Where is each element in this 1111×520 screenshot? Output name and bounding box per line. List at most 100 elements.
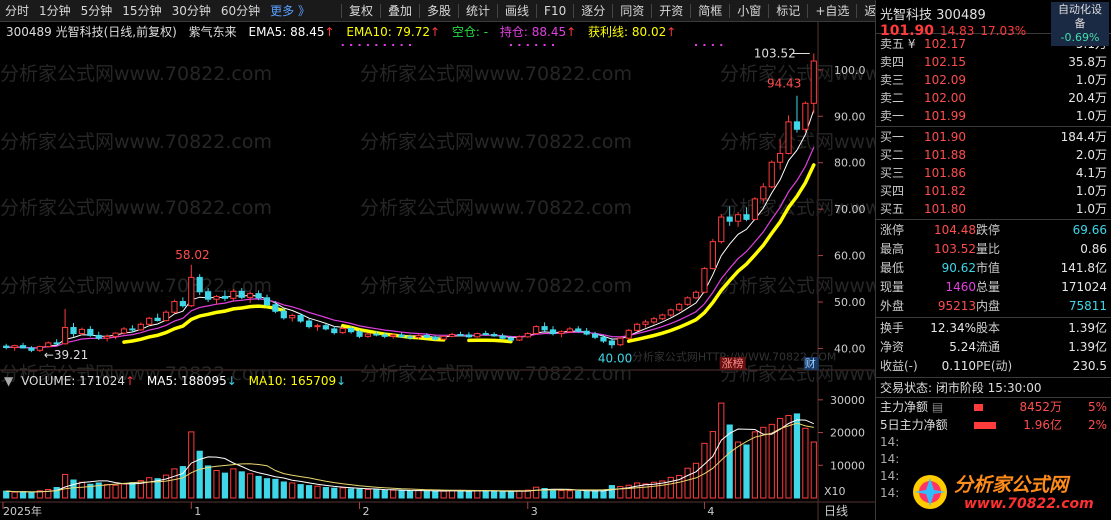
watermark: 分析家公式网www.70822.com bbox=[0, 131, 272, 153]
volume-bar bbox=[575, 490, 582, 499]
tool-button-4[interactable]: 画线 bbox=[505, 3, 530, 18]
flow-bar bbox=[972, 398, 1002, 416]
volume-bar bbox=[297, 484, 304, 499]
tool-button-12[interactable]: +自选 bbox=[815, 3, 850, 18]
period-button-4[interactable]: 30分钟 bbox=[171, 3, 211, 18]
stats2-cell: PE(动) bbox=[976, 359, 1013, 373]
candle-body bbox=[297, 314, 304, 322]
bid-row-3[interactable]: 买三 101.86 4.1万 bbox=[876, 164, 1111, 182]
stats1-cell: 171024 bbox=[1061, 280, 1107, 294]
ask-row-3[interactable]: 卖三 102.09 1.0万 bbox=[876, 71, 1111, 89]
tick-list[interactable]: 14: 14: 14: 14: bbox=[876, 434, 1111, 502]
period-button-1[interactable]: 1分钟 bbox=[39, 3, 71, 18]
tool-button-5[interactable]: F10 bbox=[544, 3, 567, 18]
bid-row-1[interactable]: 买一 101.90 184.4万 bbox=[876, 128, 1111, 146]
candle-body bbox=[482, 333, 489, 336]
tool-button-11[interactable]: 标记 bbox=[776, 3, 801, 18]
candle-body bbox=[322, 325, 329, 330]
volume-bar bbox=[289, 482, 296, 499]
stats2-cell: 230.5 bbox=[1072, 359, 1107, 373]
tool-button-2[interactable]: 多股 bbox=[427, 3, 452, 18]
ask-row-4[interactable]: 卖二 102.00 20.4万 bbox=[876, 89, 1111, 107]
volume-info-line: ▼ VOLUME: 171024↑ MA5: 188095↓ MA10: 165… bbox=[4, 374, 347, 388]
ema10-label: EMA10: 79.72 bbox=[346, 25, 430, 39]
candle-body bbox=[263, 297, 271, 306]
tool-button-10[interactable]: 小窗 bbox=[737, 3, 762, 18]
volume-bar bbox=[171, 468, 178, 499]
ask-volume: 20.4万 bbox=[1068, 91, 1107, 105]
stats1-cell: 0.86 bbox=[1080, 242, 1107, 256]
ask-volume: 1.0万 bbox=[1075, 109, 1107, 123]
candle-body bbox=[11, 345, 18, 348]
tool-button-0[interactable]: 复权 bbox=[348, 3, 373, 18]
stats1-cell: 103.52 bbox=[934, 242, 976, 256]
kline-chart-area[interactable]: 分析家公式网www.70822.com 分析家公式网www.70822.com 分析… bbox=[0, 22, 875, 520]
candle-body bbox=[650, 318, 658, 323]
ask-row-5[interactable]: 卖一 101.99 1.0万 bbox=[876, 107, 1111, 125]
bid-volume: 184.4万 bbox=[1060, 130, 1107, 144]
candle-body bbox=[230, 290, 237, 299]
volume-bar bbox=[247, 473, 254, 499]
sector-badge[interactable]: 自动化设 备 -0.69% bbox=[1051, 2, 1109, 46]
stats1-row-0: 涨停 104.48 跌停 69.66 bbox=[876, 221, 1111, 240]
signal-dot bbox=[552, 44, 555, 46]
candle-body bbox=[566, 328, 573, 333]
tool-button-6[interactable]: 逐分 bbox=[581, 3, 606, 18]
five-day-net-flow: 5日主力净额 1.96亿 2% bbox=[876, 416, 1111, 434]
volume-bar bbox=[314, 485, 321, 499]
bid-row-5[interactable]: 买五 101.80 1.0万 bbox=[876, 200, 1111, 218]
bid-volume: 1.0万 bbox=[1075, 184, 1107, 198]
ask-volume: 35.8万 bbox=[1068, 55, 1107, 69]
bid-row-2[interactable]: 买二 101.88 2.0万 bbox=[876, 146, 1111, 164]
candle-body bbox=[785, 121, 792, 154]
tool-button-9[interactable]: 简框 bbox=[698, 3, 723, 18]
tool-button-7[interactable]: 同资 bbox=[620, 3, 645, 18]
period-button-0[interactable]: 分时 bbox=[5, 3, 30, 18]
stats1-cell: 外盘 bbox=[880, 299, 905, 313]
ask-row-2[interactable]: 卖四 102.15 35.8万 bbox=[876, 53, 1111, 71]
volume-bar bbox=[785, 415, 792, 499]
watermark: 分析家公式网www.70822.com bbox=[720, 63, 875, 85]
signal-dot bbox=[392, 44, 395, 46]
period-button-5[interactable]: 60分钟 bbox=[220, 3, 261, 18]
volume-bar bbox=[322, 487, 329, 499]
watermark: 分析家公式网www.70822.com bbox=[720, 131, 875, 153]
volume-bar bbox=[104, 484, 111, 499]
kline-chart[interactable]: 分析家公式网www.70822.com 分析家公式网www.70822.com 分析… bbox=[0, 22, 875, 520]
stats1-cell: 内盘 bbox=[976, 299, 1001, 313]
volume-bar bbox=[558, 489, 565, 499]
tool-button-1[interactable]: 叠加 bbox=[387, 3, 412, 18]
volume-bar bbox=[373, 489, 380, 499]
watermark: 分析家公式网www.70822.com bbox=[0, 363, 272, 385]
price-axis-label: 70.00 bbox=[834, 203, 866, 216]
candle-body bbox=[701, 268, 708, 293]
profit-line bbox=[122, 304, 286, 344]
volume-bar bbox=[718, 402, 725, 499]
period-button-6[interactable]: 更多 》 bbox=[270, 3, 310, 18]
volume-bar bbox=[204, 465, 212, 499]
volume-bar bbox=[154, 478, 161, 499]
candle-body bbox=[751, 198, 759, 220]
collapse-icon[interactable]: ▼ bbox=[4, 374, 14, 388]
quote-panel: 光智科技 300489 101.90 14.83 17.03% 自动化设 备 -0.… bbox=[875, 0, 1111, 520]
candle-body bbox=[541, 326, 548, 331]
flow-label: 主力净额 ▤ bbox=[880, 400, 944, 414]
volume-bar bbox=[348, 488, 355, 499]
kong-label: 空仓: - bbox=[451, 25, 489, 39]
tool-button-3[interactable]: 统计 bbox=[466, 3, 491, 18]
watermark: 分析家公式网www.70822.com bbox=[360, 131, 632, 153]
tool-button-8[interactable]: 开资 bbox=[659, 3, 684, 18]
date-axis-label: 4 bbox=[707, 505, 714, 518]
candle-body bbox=[314, 325, 321, 328]
period-button-3[interactable]: 15分钟 bbox=[122, 3, 162, 18]
candle-body bbox=[289, 314, 296, 319]
quote-title: 光智科技 300489 101.90 14.83 17.03% 自动化设 备 -0.… bbox=[876, 0, 1111, 46]
annot-4000: 40.00 bbox=[598, 351, 632, 365]
volume-bar bbox=[213, 470, 220, 499]
bid-row-4[interactable]: 买四 101.82 1.0万 bbox=[876, 182, 1111, 200]
candle-body bbox=[280, 310, 287, 319]
period-button-2[interactable]: 5分钟 bbox=[80, 3, 113, 18]
stats2-cell: 收益(-) bbox=[880, 359, 918, 373]
indicator-name[interactable]: 紫气东来 bbox=[188, 25, 237, 39]
candle-body bbox=[692, 291, 700, 299]
